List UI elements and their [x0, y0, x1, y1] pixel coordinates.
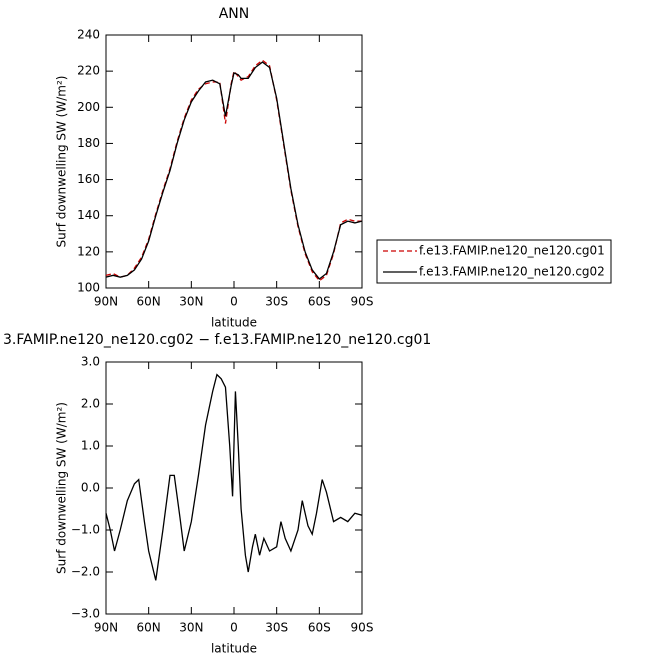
- x-tick-label: 30S: [265, 621, 288, 635]
- y-tick-label: −3.0: [71, 607, 100, 621]
- y-tick-label: 0.0: [81, 481, 100, 495]
- x-tick-label: 60N: [137, 295, 161, 309]
- y-tick-label: 2.0: [81, 397, 100, 411]
- data-line: [105, 61, 363, 280]
- y-tick-label: 220: [77, 64, 100, 78]
- x-tick-label: 60S: [308, 621, 331, 635]
- legend-box: [376, 239, 612, 284]
- y-tick-label: 3.0: [81, 355, 100, 369]
- x-tick-label: 90N: [94, 621, 118, 635]
- plot-frame: [105, 361, 363, 615]
- x-tick-label: 90N: [94, 295, 118, 309]
- y-tick-label: 160: [77, 172, 100, 186]
- legend-label: f.e13.FAMIP.ne120_ne120.cg02: [419, 265, 605, 279]
- x-tick-label: 30S: [265, 295, 288, 309]
- data-line: [105, 59, 362, 282]
- y-tick-label: −1.0: [71, 523, 100, 537]
- x-axis-label: latitude: [211, 316, 257, 330]
- y-tick-label: 240: [77, 28, 100, 42]
- x-tick-label: 0: [230, 295, 238, 309]
- x-tick-label: 60S: [308, 295, 331, 309]
- y-tick-label: 100: [77, 281, 100, 295]
- y-tick-label: 140: [77, 208, 100, 222]
- x-tick-label: 90S: [351, 621, 374, 635]
- x-tick-label: 60N: [137, 621, 161, 635]
- y-tick-label: 200: [77, 100, 100, 114]
- y-tick-label: 180: [77, 136, 100, 150]
- legend-label: f.e13.FAMIP.ne120_ne120.cg01: [419, 244, 605, 258]
- y-tick-label: 120: [77, 244, 100, 258]
- y-tick-label: −2.0: [71, 565, 100, 579]
- x-tick-label: 90S: [351, 295, 374, 309]
- data-line: [105, 373, 363, 581]
- y-tick-label: 1.0: [81, 439, 100, 453]
- x-axis-label: latitude: [211, 642, 257, 656]
- x-tick-label: 30N: [179, 295, 203, 309]
- x-tick-label: 30N: [179, 621, 203, 635]
- chart-title: ANN: [219, 6, 250, 22]
- y-axis-label: Surf downwelling SW (W/m²): [55, 76, 69, 248]
- y-axis-label: Surf downwelling SW (W/m²): [55, 402, 69, 574]
- x-tick-label: 0: [230, 621, 238, 635]
- chart-title: 3.FAMIP.ne120_ne120.cg02 − f.e13.FAMIP.n…: [3, 332, 431, 348]
